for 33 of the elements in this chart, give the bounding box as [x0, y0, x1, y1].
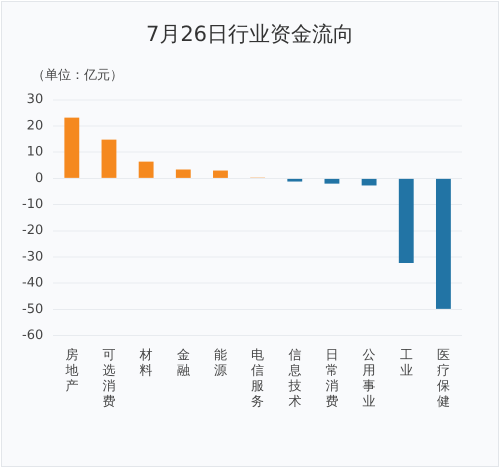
- y-tick-label: -20: [22, 223, 44, 238]
- bar: [213, 170, 228, 178]
- x-tick-label: 工业: [400, 348, 413, 378]
- bar: [398, 178, 414, 264]
- y-tick-label: -60: [22, 328, 44, 343]
- x-tick-label: 日常消费: [325, 348, 338, 410]
- y-tick-label: -30: [22, 249, 44, 264]
- bar: [176, 169, 191, 178]
- x-tick-label: 能源: [214, 348, 227, 378]
- bar: [287, 178, 302, 182]
- bar: [436, 178, 451, 309]
- y-tick-label: -40: [22, 276, 44, 291]
- x-tick-label: 材料: [138, 348, 153, 378]
- x-tick-label: 金融: [176, 348, 190, 378]
- bar: [362, 178, 377, 186]
- y-tick-label: 10: [26, 144, 44, 160]
- x-tick-label: 房地产: [64, 346, 78, 394]
- bar: [64, 118, 80, 178]
- y-tick-label: 0: [34, 170, 44, 186]
- x-tick-label: 公用事业: [362, 348, 376, 410]
- bar: [102, 140, 116, 178]
- y-tick-label: -50: [22, 302, 44, 317]
- y-tick-label: -10: [22, 196, 44, 212]
- bar: [324, 178, 340, 184]
- bar: [138, 162, 154, 178]
- chart-title: 7月26日行业资金流向: [144, 21, 356, 48]
- y-axis-title: （单位：亿元）: [32, 67, 123, 84]
- x-tick-label: 信息技术: [287, 348, 302, 410]
- x-tick-label: 电信服务: [251, 348, 264, 410]
- y-tick-label: 30: [26, 92, 44, 108]
- y-tick-label: 20: [26, 118, 44, 134]
- x-tick-label: 医疗保健: [436, 348, 450, 410]
- x-tick-label: 可选消费: [102, 348, 116, 410]
